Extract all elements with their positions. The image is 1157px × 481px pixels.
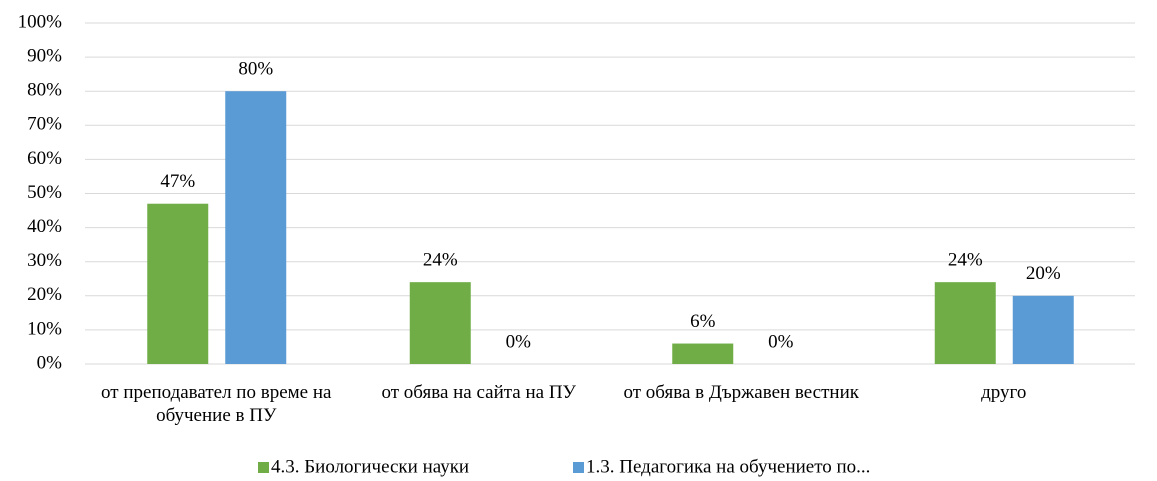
legend-swatch [573,462,584,473]
x-tick-label: от обява на сайта на ПУ [381,382,577,403]
data-label: 80% [238,59,273,80]
bar [225,91,287,364]
data-label: 24% [423,250,458,271]
legend-label: 4.3. Биологически науки [271,456,469,477]
y-tick-label: 70% [27,114,62,135]
data-label: 6% [690,311,716,332]
data-label: 20% [1026,263,1061,284]
y-tick-label: 30% [27,250,62,271]
legend-swatch [258,462,269,473]
data-label: 24% [948,250,983,271]
y-tick-label: 20% [27,284,62,305]
bar [1012,295,1074,364]
y-tick-label: 100% [18,11,63,32]
bar [409,282,471,364]
y-tick-label: 50% [27,182,62,203]
bar [672,343,734,364]
y-tick-label: 0% [37,352,63,373]
x-tick-label: друго [981,382,1027,403]
y-tick-label: 60% [27,148,62,169]
data-label: 0% [768,331,794,352]
x-tick-label: от преподавател по време на обучение в П… [101,382,332,426]
data-label: 0% [506,331,532,352]
y-tick-label: 80% [27,80,62,101]
legend-label: 1.3. Педагогика на обучението по... [586,456,870,477]
x-tick-label: от обява в Държавен вестник [623,382,860,403]
bar [147,203,209,364]
y-tick-label: 40% [27,216,62,237]
y-tick-label: 90% [27,45,62,66]
data-label: 47% [160,171,195,192]
y-tick-label: 10% [27,318,62,339]
bar [934,282,996,364]
